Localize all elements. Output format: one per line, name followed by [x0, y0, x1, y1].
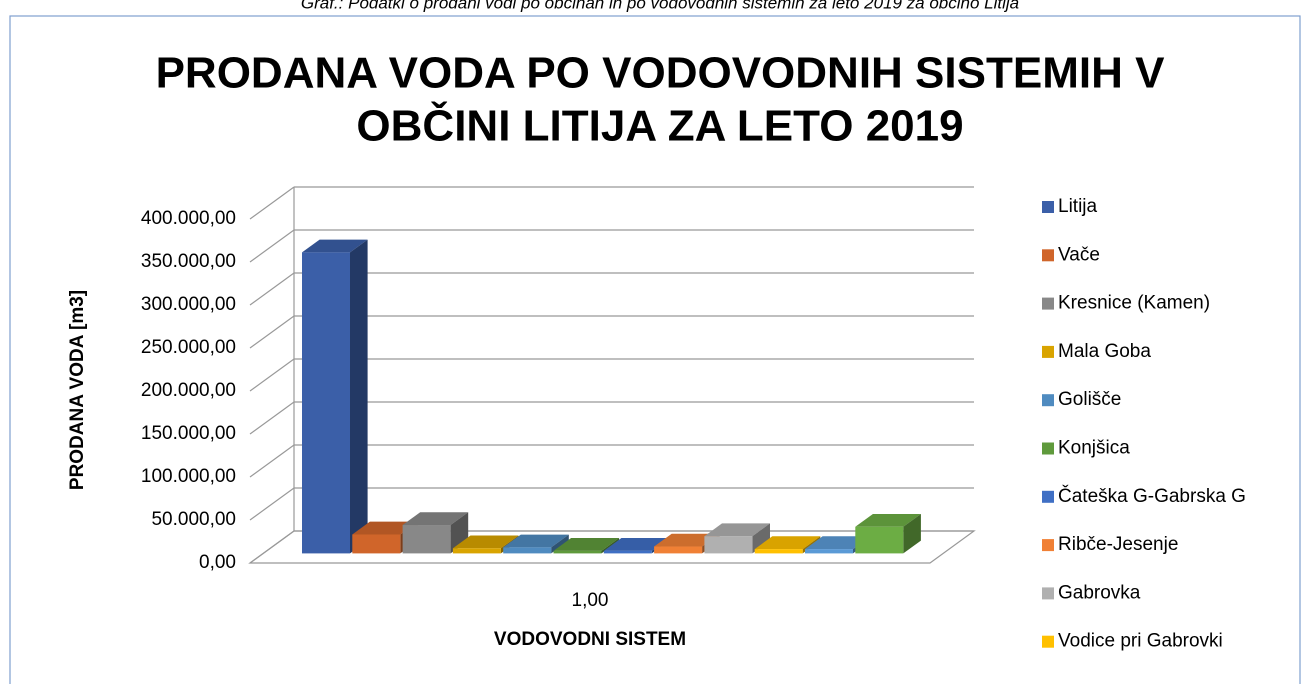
bar	[503, 547, 552, 554]
bar-top	[603, 538, 670, 551]
bar-side	[350, 239, 368, 554]
bar	[754, 549, 803, 554]
y-tick-label: 300.000,00	[141, 294, 236, 315]
legend-swatch	[1042, 394, 1054, 407]
y-tick-label: 350.000,00	[141, 251, 236, 272]
legend-swatch	[1042, 587, 1054, 600]
bar	[452, 548, 501, 554]
legend-label: Konjšica	[1058, 438, 1130, 459]
legend-label: Ribče-Jesenje	[1058, 534, 1178, 555]
bar-top	[302, 239, 368, 253]
x-axis-label: VODOVODNI SISTEM	[494, 629, 686, 650]
grid-line	[249, 487, 295, 521]
y-tick-label: 200.000,00	[141, 380, 236, 401]
legend-label: Mala Goba	[1058, 341, 1151, 362]
bar-top	[704, 523, 770, 537]
chart-title: OBČINI LITIJA ZA LETO 2019	[356, 100, 963, 151]
legend-label: Vodice pri Gabrovki	[1058, 631, 1223, 652]
bar	[352, 534, 401, 554]
grid-line	[249, 444, 295, 478]
legend-label: Litija	[1058, 196, 1098, 217]
bar	[855, 526, 904, 554]
legend-swatch	[1042, 249, 1054, 262]
legend-swatch	[1042, 345, 1054, 358]
grid-line	[249, 229, 295, 263]
legend-swatch	[1042, 539, 1054, 552]
bar	[704, 536, 753, 554]
bar	[553, 550, 602, 554]
grid-line	[249, 401, 295, 435]
legend-label: Čateška G-Gabrska G	[1058, 485, 1246, 507]
grid-line	[249, 186, 295, 220]
chart-title: PRODANA VODA PO VODOVODNIH SISTEMIH V	[156, 49, 1165, 98]
bar-top	[654, 533, 720, 547]
bar-top	[402, 512, 469, 526]
chart-frame	[9, 15, 1301, 684]
y-tick-label: 400.000,00	[141, 208, 236, 229]
bar	[805, 549, 853, 554]
legend-swatch	[1042, 490, 1054, 503]
bar-top	[452, 535, 519, 549]
y-tick-label: 50.000,00	[151, 509, 236, 530]
bar-side	[903, 513, 921, 554]
caption: Graf.: Podatki o prodani vodi po občinah…	[301, 0, 1019, 12]
bar-top	[503, 534, 569, 548]
bar-top	[754, 536, 821, 550]
legend-swatch	[1042, 201, 1054, 213]
legend-label: Gabrovka	[1058, 582, 1141, 603]
bar	[402, 525, 451, 554]
legend-swatch	[1042, 635, 1054, 648]
bar	[603, 550, 652, 554]
bar-top	[352, 521, 418, 535]
grid-line	[249, 530, 295, 564]
grid-line	[249, 358, 295, 392]
grid-line	[249, 272, 295, 306]
bar-top	[855, 513, 921, 527]
bar	[302, 252, 350, 554]
y-tick-label: 0,00	[199, 552, 236, 573]
bar-top	[553, 538, 620, 551]
legend-swatch	[1042, 297, 1054, 310]
x-tick-label: 1,00	[572, 590, 609, 611]
y-tick-label: 150.000,00	[141, 423, 236, 444]
bar	[654, 546, 703, 554]
bar-top	[805, 536, 871, 550]
y-axis-label: PRODANA VODA [m3]	[67, 290, 88, 490]
y-tick-label: 250.000,00	[141, 337, 236, 358]
bar-side	[551, 534, 569, 554]
y-tick-label: 100.000,00	[141, 466, 236, 487]
legend-label: Golišče	[1058, 389, 1121, 410]
legend-swatch	[1042, 442, 1054, 455]
legend-label: Kresnice (Kamen)	[1058, 293, 1210, 314]
grid-line	[249, 315, 295, 349]
legend-label: Vače	[1058, 244, 1100, 265]
bar-side	[752, 523, 770, 554]
